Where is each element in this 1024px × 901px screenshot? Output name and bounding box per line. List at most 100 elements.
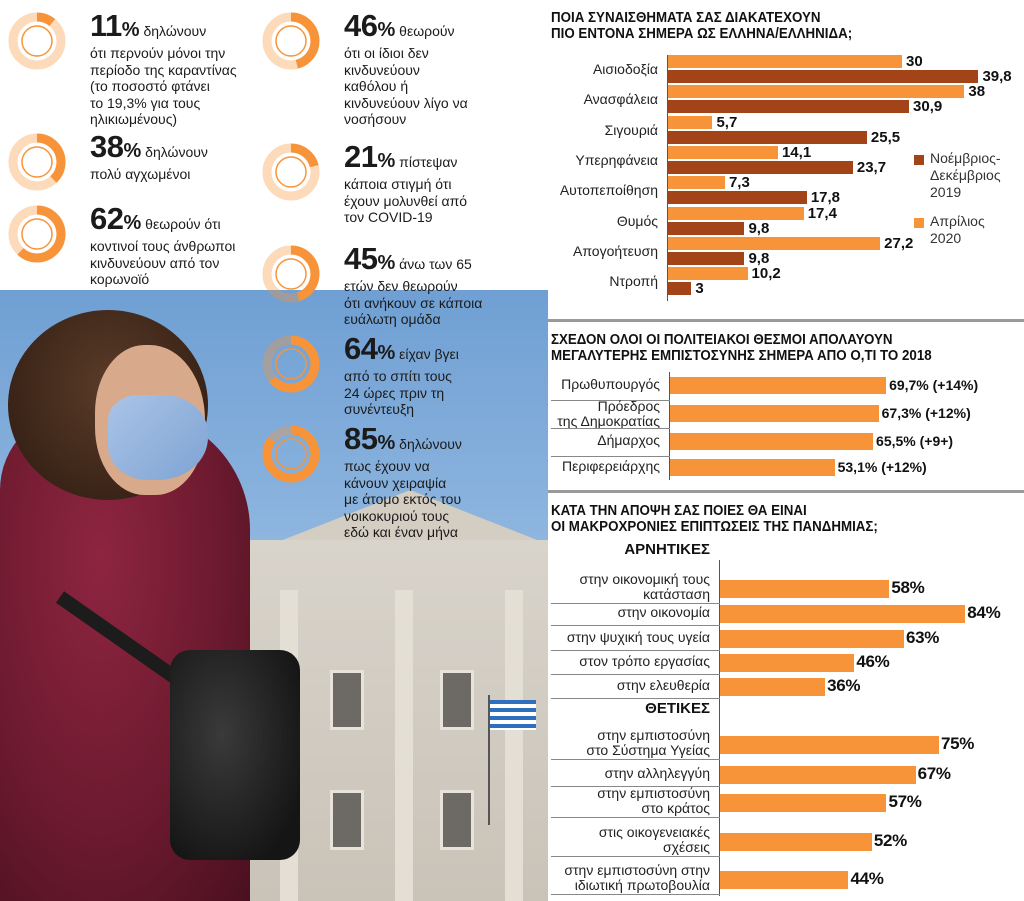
donut-svg xyxy=(8,12,66,70)
chart3-category-label: στην ελευθερία xyxy=(548,678,710,693)
chart1-bar xyxy=(668,160,853,174)
chart1-value-label: 27,2 xyxy=(884,234,914,252)
chart3-title: ΚΑΤΑ ΤΗΝ ΑΠΟΨΗ ΣΑΣ ΠΟΙΕΣ ΘΑ ΕΙΝΑΙ ΟΙ ΜΑΚ… xyxy=(551,503,878,535)
chart1-category-label: Σιγουριά xyxy=(604,121,658,138)
chart1-bar xyxy=(668,55,902,68)
chart1-bar xyxy=(668,100,910,114)
stat-percent: 62 xyxy=(90,201,124,236)
chart1-axis xyxy=(667,55,668,302)
donut-inner-ring xyxy=(275,258,307,290)
stat-line: ηλικιωμένους) xyxy=(90,111,178,127)
donut-svg xyxy=(262,245,320,303)
donut-fill xyxy=(262,143,320,201)
chart2-title: ΣΧΕΔΟΝ ΟΛΟΙ ΟΙ ΠΟΛΙΤΕΙΑΚΟΙ ΘΕΣΜΟΙ ΑΠΟΛΑΥ… xyxy=(551,332,932,364)
stat-first-line: 62% θεωρούν ότι xyxy=(90,203,260,238)
chart3-category-line: σχέσεις xyxy=(663,839,710,855)
donut-chart-icon xyxy=(8,205,66,263)
chart3-bar xyxy=(720,678,826,696)
legend-swatch-2019 xyxy=(914,155,924,165)
donut-inner-ring xyxy=(275,348,307,380)
chart3-bar xyxy=(720,794,887,812)
chart2-row-divider xyxy=(551,400,670,401)
donut-inner-ring xyxy=(21,25,53,57)
stat-block: 38% δηλώνουν πολύ αγχωμένοι xyxy=(8,131,260,243)
donut-inner-ring xyxy=(21,146,53,178)
chart2-category-line: Περιφερειάρχης xyxy=(562,458,660,474)
chart3-bar xyxy=(720,766,916,784)
stat-line: θεωρούν xyxy=(395,23,455,39)
chart3-category-line: στις οικογενειακές xyxy=(598,824,710,840)
donut-chart-icon xyxy=(262,335,320,393)
stat-text: 46% θεωρούν ότι οι ίδιοι δεν κινδυνεύουν κα… xyxy=(344,10,519,128)
chart3-value-label: 36% xyxy=(827,676,861,695)
legend-line: Δεκέμβριος xyxy=(930,167,1001,183)
stat-line: δηλώνουν xyxy=(141,144,208,160)
stat-percent-sign: % xyxy=(377,150,396,172)
chart2-value-label: 67,3% (+12%) xyxy=(881,405,971,421)
chart3-title-line2: ΟΙ ΜΑΚΡΟΧΡΟΝΙΕΣ ΕΠΙΠΤΩΣΕΙΣ ΤΗΣ ΠΑΝΔΗΜΙΑΣ… xyxy=(551,519,878,535)
chart3-value-label: 58% xyxy=(891,578,925,597)
donut-chart-icon xyxy=(8,133,66,191)
legend-line: Απρίλιος xyxy=(930,213,985,229)
chart1-value-label: 5,7 xyxy=(716,113,738,131)
photo-window xyxy=(330,670,364,730)
stat-line: ετών δεν θεωρούν xyxy=(344,278,458,294)
chart3-category-label: στην εμπιστοσύνη στο κράτος xyxy=(548,786,710,816)
chart1-value-label: 25,5 xyxy=(870,128,901,146)
stat-first-line: 38% δηλώνουν xyxy=(90,131,260,166)
photo-greek-flag xyxy=(490,700,536,730)
chart3-category-label: στον τρόπο εργασίας xyxy=(548,654,710,669)
stat-line: συνέντευξη xyxy=(344,401,415,417)
chart3-row-divider xyxy=(551,650,720,651)
chart1-value-label: 9,8 xyxy=(748,219,770,237)
stat-line: ευάλωτη ομάδα xyxy=(344,311,441,327)
donut-fill xyxy=(262,425,320,483)
chart1-value-label: 30 xyxy=(906,53,923,70)
stat-line: πίστεψαν xyxy=(395,154,458,170)
photo-window xyxy=(440,670,474,730)
chart3-value-label: 84% xyxy=(967,603,1001,622)
stat-line: ότι οι ίδιοι δεν xyxy=(344,45,429,61)
stat-line: κινδυνεύουν λίγο να xyxy=(344,94,468,111)
chart1-bar xyxy=(668,282,692,296)
chart3-row-divider xyxy=(551,894,720,895)
chart1-bar xyxy=(668,267,748,281)
photo-window xyxy=(330,790,364,850)
donut-fill xyxy=(8,205,66,263)
donut-inner-ring xyxy=(21,218,53,250)
chart2-title-line1: ΣΧΕΔΟΝ ΟΛΟΙ ΟΙ ΠΟΛΙΤΕΙΑΚΟΙ ΘΕΣΜΟΙ ΑΠΟΛΑΥ… xyxy=(551,332,893,348)
chart3-category-line: στην οικονομία xyxy=(617,604,710,620)
chart2-category-label: Δήμαρχος xyxy=(548,433,660,448)
stat-line: νοικοκυριού τους xyxy=(344,507,450,524)
stat-percent-sign: % xyxy=(377,342,396,364)
chart2-row-divider xyxy=(551,428,670,429)
chart2-bar xyxy=(670,433,874,450)
chart3-category-label: στις οικογενειακές σχέσεις xyxy=(548,825,710,855)
chart3-bar xyxy=(720,605,966,623)
stat-line: τον COVID-19 xyxy=(344,209,433,225)
chart2-category-label: Πρόεδρος της Δημοκρατίας xyxy=(548,399,660,429)
chart1-value-label: 7,3 xyxy=(728,174,750,192)
stat-line: νοσήσουν xyxy=(344,111,407,127)
legend-label-2020: Απρίλιος 2020 xyxy=(930,213,985,247)
stat-text: 45% άνω των 65 ετών δεν θεωρούν ότι ανήκου… xyxy=(344,243,519,328)
stat-text: 64% είχαν βγει από το σπίτι τους 24 ώρες π… xyxy=(344,333,519,418)
stat-block: 64% είχαν βγει από το σπίτι τους 24 ώρες π… xyxy=(262,333,512,445)
stat-line: ότι περνούν μόνοι την xyxy=(90,45,226,61)
chart3-title-line1: ΚΑΤΑ ΤΗΝ ΑΠΟΨΗ ΣΑΣ ΠΟΙΕΣ ΘΑ ΕΙΝΑΙ xyxy=(551,503,807,519)
chart3-row-divider xyxy=(551,786,720,787)
donut-track xyxy=(8,12,66,70)
chart1-category-label: Υπερηφάνεια xyxy=(575,151,658,168)
donut-svg xyxy=(262,335,320,393)
legend-line: 2019 xyxy=(930,184,962,200)
donut-chart-icon xyxy=(262,143,320,201)
chart3-category-line: στο κράτος xyxy=(641,800,710,816)
chart1-bar xyxy=(668,176,725,190)
chart3-bar xyxy=(720,654,855,672)
chart3-row-divider xyxy=(551,674,720,675)
stat-block: 85% δηλώνουν πως έχουν να κάνουν χειραψία μ… xyxy=(262,423,512,540)
chart3-axis xyxy=(719,560,720,896)
stat-text: 21% πίστεψαν κάποια στιγμή ότι έχουν μολυν… xyxy=(344,141,519,226)
photo-column xyxy=(505,590,523,901)
chart3-category-line: στην εμπιστοσύνη στην xyxy=(564,862,710,878)
